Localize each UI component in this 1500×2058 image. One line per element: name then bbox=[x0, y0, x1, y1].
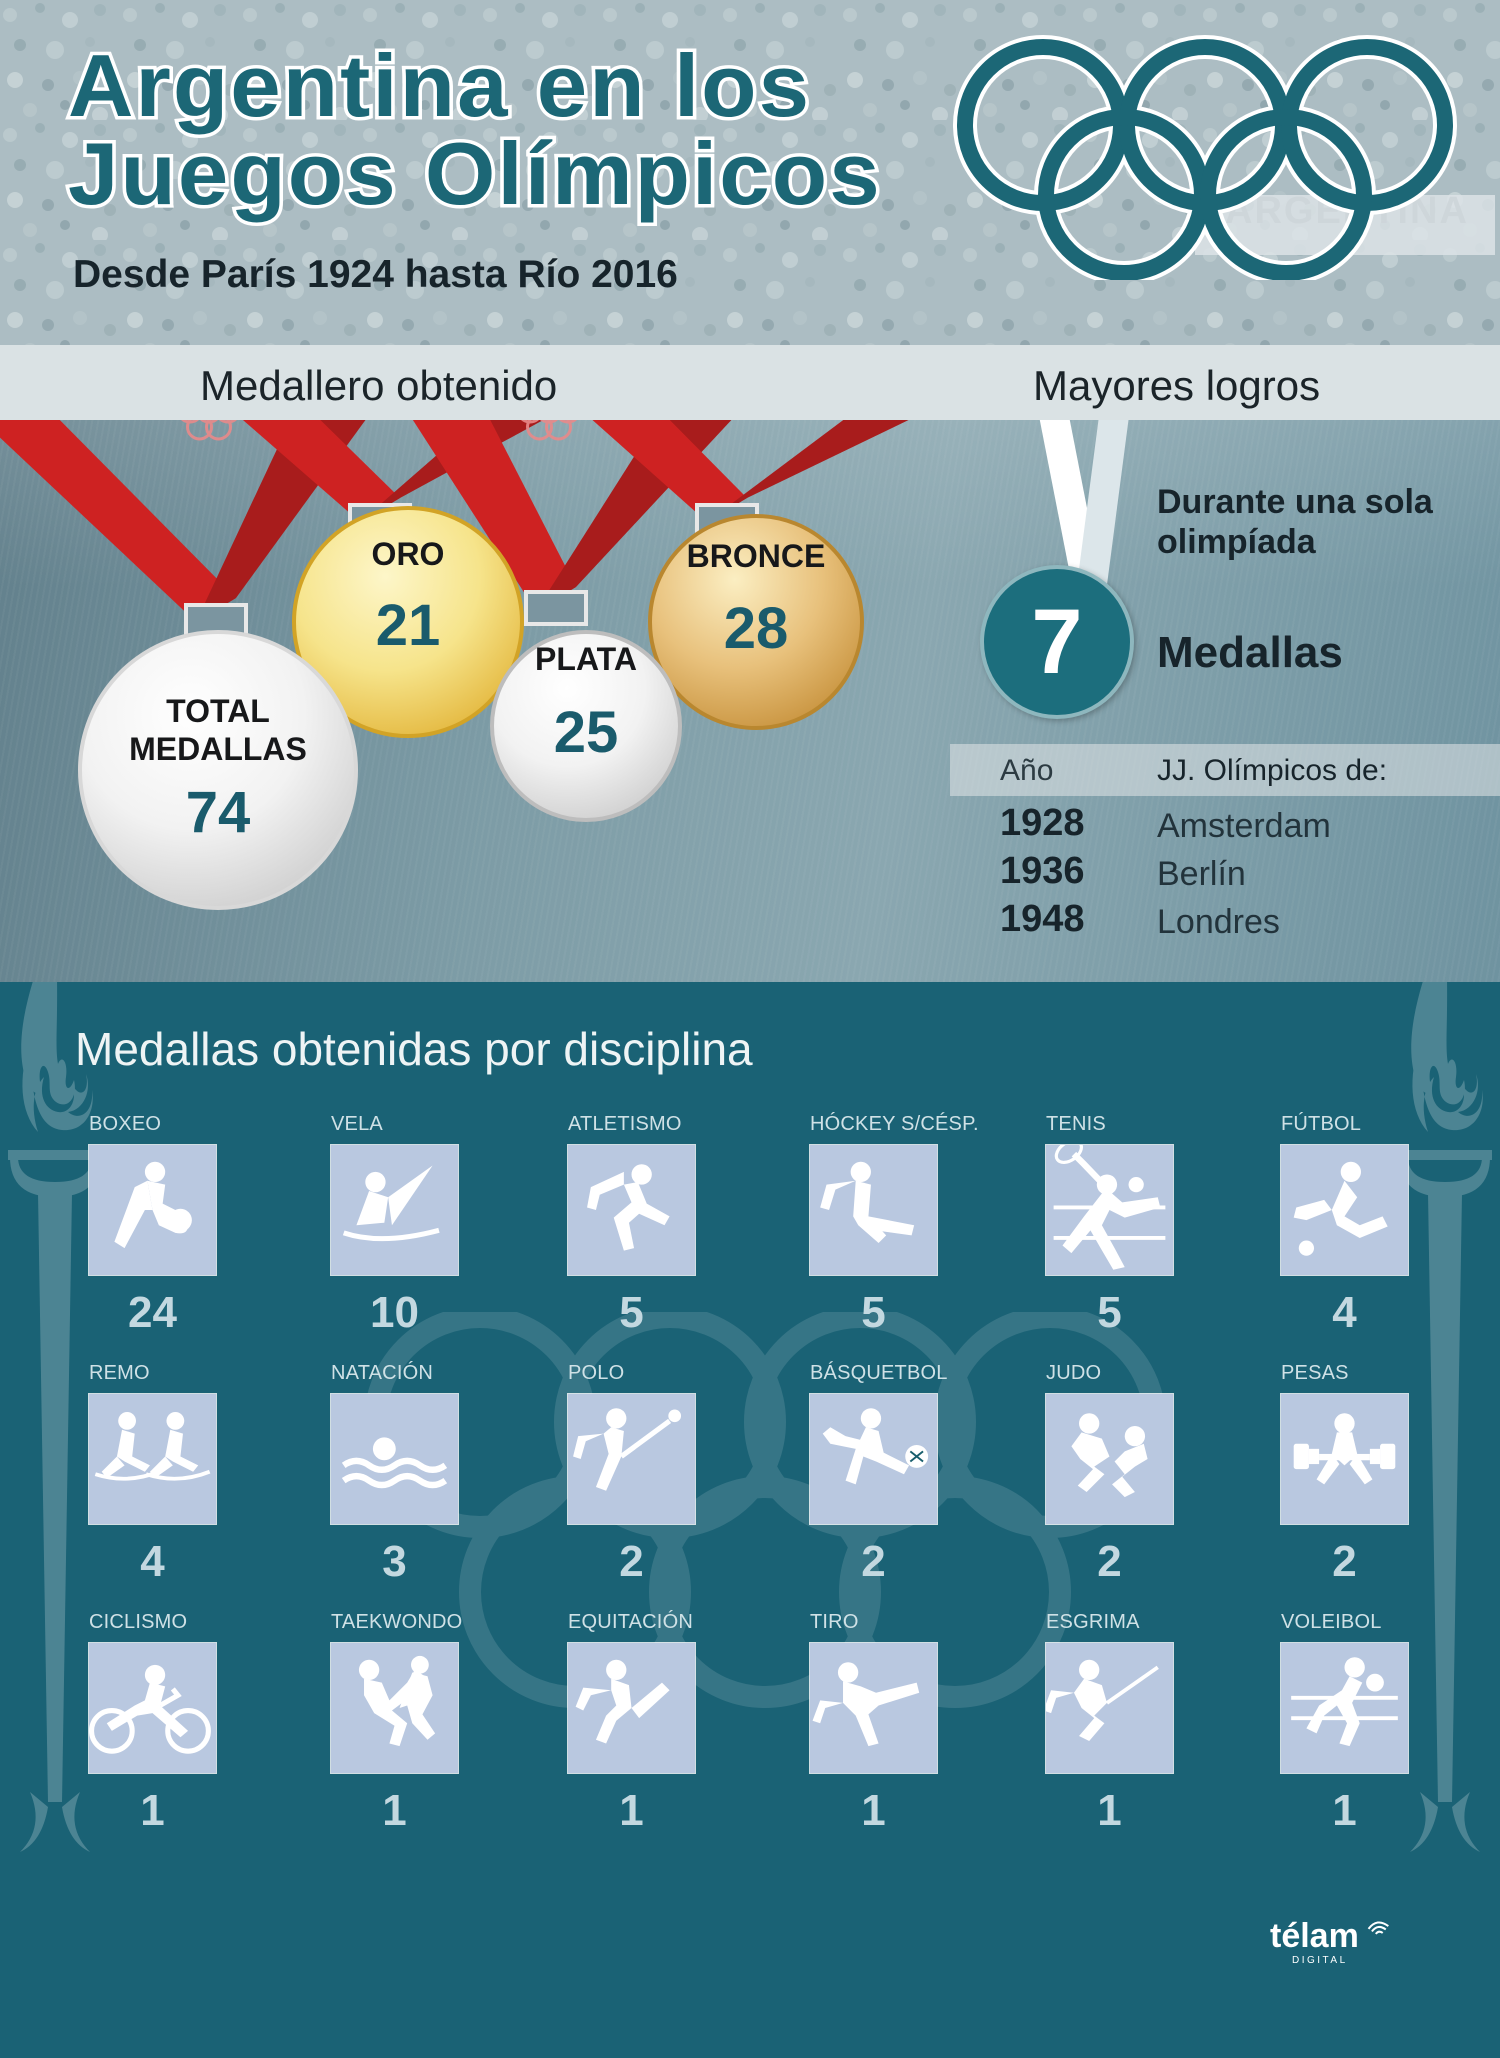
svg-text:MEDALLAS: MEDALLAS bbox=[129, 731, 307, 767]
svg-text:ORO: ORO bbox=[372, 536, 445, 572]
svg-text:74: 74 bbox=[186, 780, 251, 845]
svg-text:BRONCE: BRONCE bbox=[687, 538, 826, 574]
svg-text:28: 28 bbox=[724, 596, 789, 661]
svg-text:25: 25 bbox=[554, 700, 619, 765]
svg-text:TOTAL: TOTAL bbox=[166, 693, 270, 729]
svg-text:DIGITAL: DIGITAL bbox=[1292, 1955, 1348, 1966]
svg-text:télam: télam bbox=[1270, 1917, 1359, 1955]
svg-text:21: 21 bbox=[376, 593, 441, 658]
svg-text:PLATA: PLATA bbox=[535, 641, 637, 677]
